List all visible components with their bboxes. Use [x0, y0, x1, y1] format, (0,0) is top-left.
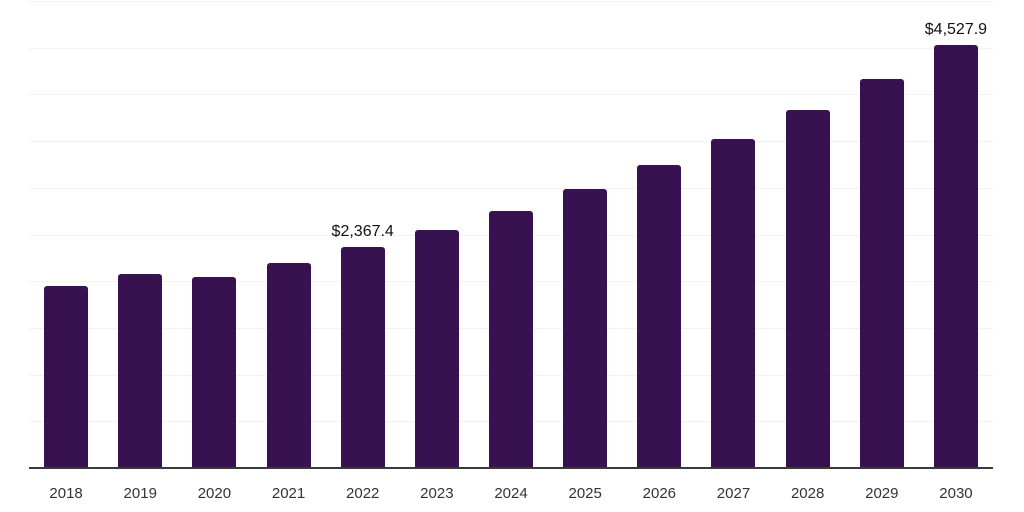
bar-2029	[859, 79, 904, 468]
bar-2025	[563, 188, 608, 468]
x-tick-2019: 2019	[123, 485, 157, 502]
bar-2020	[192, 276, 237, 468]
x-tick-2025: 2025	[568, 485, 602, 502]
gridline-3000	[29, 187, 993, 189]
data-label-2030: $4,527.9	[924, 21, 988, 39]
bar-2024	[489, 211, 533, 468]
bar-2019	[118, 273, 163, 468]
bar-2018	[44, 285, 89, 468]
x-axis-line	[29, 467, 993, 469]
x-tick-2026: 2026	[642, 485, 677, 502]
bar-2026	[637, 165, 682, 468]
gridline-3500	[29, 141, 993, 143]
x-tick-2029: 2029	[865, 485, 899, 502]
gridline-4500	[29, 47, 993, 49]
x-tick-2023: 2023	[420, 485, 454, 502]
plot-area: $2,367.4 $4,527.9	[29, 1, 993, 469]
x-tick-2022: 2022	[346, 485, 380, 502]
x-tick-2021: 2021	[271, 485, 306, 502]
bar-2021	[266, 263, 311, 468]
bar-2022	[340, 246, 385, 468]
gridline-5000	[29, 1, 993, 2]
x-tick-2020: 2020	[197, 485, 232, 502]
gridline-4000	[29, 94, 993, 96]
x-tick-2018: 2018	[49, 485, 83, 502]
data-label-2022: $2,367.4	[331, 222, 394, 240]
bar-2028	[785, 110, 830, 468]
x-tick-2028: 2028	[790, 485, 825, 502]
x-tick-2030: 2030	[939, 485, 973, 502]
bar-2023	[414, 229, 459, 468]
x-axis-tick-labels: 2018 2019 2020 2021 2022 2023 2024 2025 2026 2027…	[29, 485, 993, 503]
bar-2030	[933, 45, 978, 468]
bar-2027	[711, 139, 756, 468]
x-tick-2027: 2027	[716, 485, 751, 502]
x-tick-2024: 2024	[494, 485, 528, 502]
